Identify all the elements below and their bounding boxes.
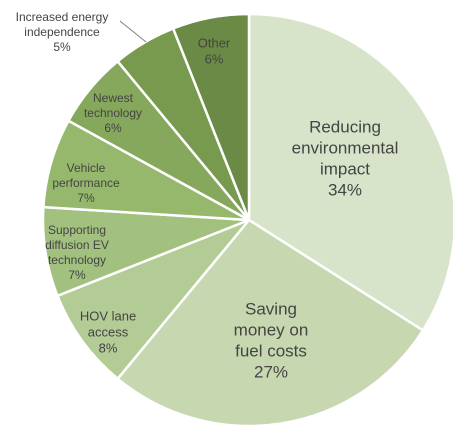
leader-line xyxy=(119,20,147,43)
slice-category-label: technology xyxy=(48,253,106,267)
slice-category-label: money on xyxy=(234,320,309,339)
slice-value-label: 7% xyxy=(77,191,95,205)
slice-value-label: 6% xyxy=(104,121,122,135)
slice-category-label: fuel costs xyxy=(235,341,307,360)
slice-label-2: Saving money on fuel costs 27% xyxy=(234,299,309,381)
slice-category-label: technology xyxy=(84,106,142,120)
slice-category-label: environmental xyxy=(292,138,399,157)
slice-category-label: Vehicle xyxy=(67,161,106,175)
slice-category-label: HOV lane xyxy=(80,308,136,323)
slice-value-label: 7% xyxy=(68,268,86,282)
slice-value-label: 8% xyxy=(99,340,118,355)
slice-category-label: independence xyxy=(24,25,100,39)
pie-slice-8 xyxy=(171,12,251,221)
slice-category-label: Saving xyxy=(245,299,297,318)
slice-category-label: Supporting xyxy=(48,223,106,237)
slice-category-label: Newest xyxy=(93,91,134,105)
slice-category-label: Other xyxy=(198,35,231,50)
slice-value-label: 6% xyxy=(205,51,224,66)
pie-slice-3 xyxy=(55,218,250,381)
slice-value-label: 34% xyxy=(328,180,362,199)
slice-category-label: performance xyxy=(52,176,120,190)
slice-category-label: impact xyxy=(320,159,370,178)
slice-category-label: Increased energy xyxy=(16,10,109,24)
slice-category-label: Reducing xyxy=(309,117,381,136)
slice-value-label: 27% xyxy=(254,362,288,381)
slice-category-label: diffusion EV xyxy=(45,238,109,252)
slice-category-label: access xyxy=(88,324,129,339)
slice-label-1: Reducing environmental impact 34% xyxy=(292,117,399,199)
slice-value-label: 5% xyxy=(53,40,71,54)
pie-slice-2 xyxy=(115,218,425,428)
